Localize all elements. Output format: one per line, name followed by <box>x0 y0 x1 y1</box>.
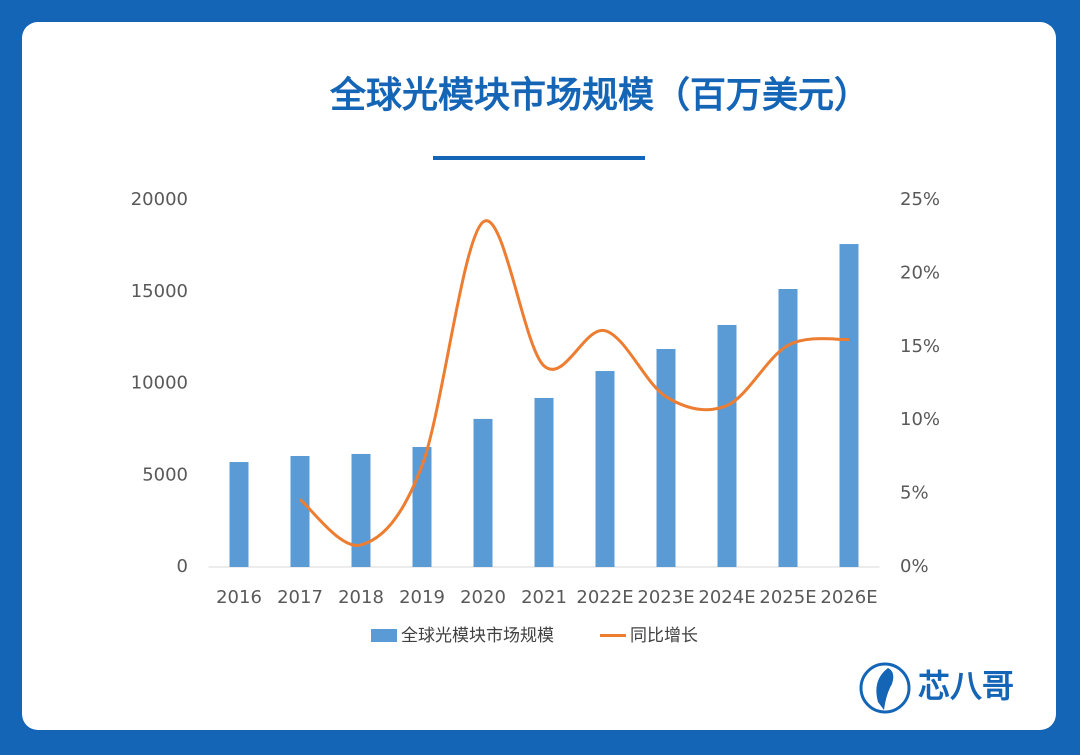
logo: 芯八哥 <box>859 662 1014 714</box>
x-tick-label: 2018 <box>338 587 384 608</box>
logo-bird <box>876 668 894 710</box>
y-tick-label: 15000 <box>131 281 188 302</box>
x-tick-label: 2019 <box>399 587 445 608</box>
logo-text: 芯八哥 <box>918 667 1014 705</box>
x-tick-label: 2020 <box>460 587 506 608</box>
title-underline <box>433 156 645 160</box>
line <box>299 219 850 547</box>
y2-tick-label: 15% <box>900 336 940 357</box>
x-tick-label: 2022E <box>576 587 633 608</box>
x-tick-label: 2017 <box>277 587 323 608</box>
y2-tick-label: 20% <box>900 262 940 283</box>
bar <box>656 349 676 567</box>
bar <box>717 324 737 567</box>
y-tick-label: 5000 <box>142 464 188 485</box>
y2-tick-label: 5% <box>900 483 929 504</box>
bar <box>229 462 249 567</box>
x-tick-label: 2025E <box>759 587 816 608</box>
bar <box>473 418 493 567</box>
x-tick-label: 2024E <box>698 587 755 608</box>
x-tick-label: 2026E <box>820 587 877 608</box>
bar <box>778 288 798 567</box>
x-tick-label: 2021 <box>521 587 567 608</box>
y-tick-label: 20000 <box>131 189 188 210</box>
bar <box>534 397 554 567</box>
y2-tick-label: 10% <box>900 409 940 430</box>
bar <box>351 453 371 567</box>
logo-icon <box>859 662 911 714</box>
legend-swatch <box>371 629 397 642</box>
bar <box>290 455 310 567</box>
bar <box>839 244 859 568</box>
x-tick-label: 2023E <box>637 587 694 608</box>
legend-label: 全球光模块市场规模 <box>401 626 554 646</box>
chart-title: 全球光模块市场规模（百万美元） <box>329 74 870 116</box>
legend-label: 同比增长 <box>630 626 698 646</box>
y2-tick-label: 25% <box>900 189 940 210</box>
y-tick-label: 0 <box>177 556 188 577</box>
y-tick-label: 10000 <box>131 373 188 394</box>
x-tick-label: 2016 <box>216 587 262 608</box>
bar <box>595 371 615 567</box>
y2-tick-label: 0% <box>900 556 929 577</box>
